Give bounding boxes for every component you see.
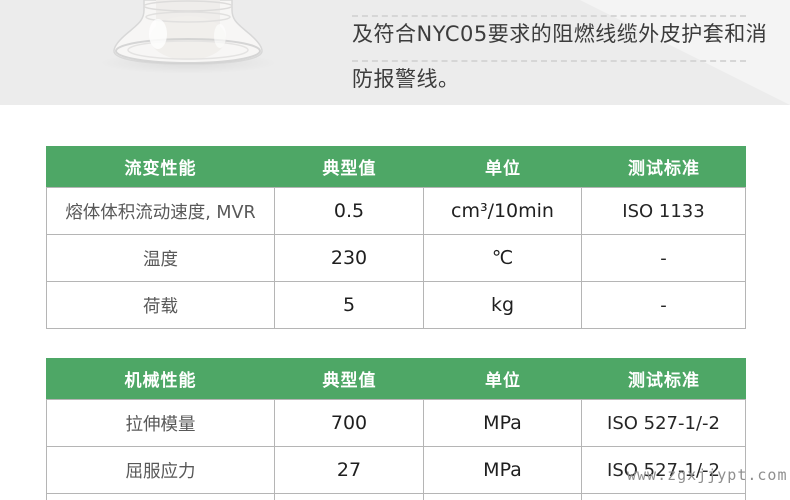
mechanical-table-header: 机械性能 典型值 单位 测试标准: [46, 358, 746, 399]
unit-cell: [424, 494, 582, 500]
column-header-typical-value: 典型值: [322, 371, 377, 391]
value-cell: 700: [275, 400, 424, 446]
standard-cell: ISO 527-1/-2: [607, 459, 720, 481]
unit-cell: kg: [424, 282, 582, 328]
dashed-divider: [352, 15, 746, 17]
mechanical-table-body: 拉伸模量 700 MPa ISO 527-1/-2 屈服应力 27 MPa IS…: [46, 399, 746, 500]
table-row: 荷载 5 kg -: [47, 281, 745, 328]
table-row: 温度 230 ℃ -: [47, 234, 745, 281]
column-header-standard: 测试标准: [628, 371, 700, 391]
standard-cell: -: [660, 294, 667, 316]
column-header-standard: 测试标准: [628, 159, 700, 179]
unit-cell: ℃: [424, 235, 582, 281]
table-row: 拉伸模量 700 MPa ISO 527-1/-2: [47, 400, 745, 446]
value-cell: 5: [275, 282, 424, 328]
standard-cell: -: [660, 247, 667, 269]
property-cell: 拉伸模量: [47, 400, 275, 446]
table-row: 屈服应力 27 MPa ISO 527-1/-2: [47, 446, 745, 493]
standard-cell: ISO 527-1/-2: [607, 412, 720, 434]
column-header-typical-value: 典型值: [322, 159, 377, 179]
property-cell: 荷载: [47, 282, 275, 328]
hero-text-line-clipped: 环境的施工场所，就要用。也可以用做PE2: [352, 0, 758, 12]
value-cell: 27: [275, 447, 424, 493]
unit-cell: cm³/10min: [424, 188, 582, 234]
site-watermark: www.zgxjjypt.com: [627, 466, 788, 484]
hero-text-line: 防报警线。: [352, 67, 460, 91]
unit-cell: MPa: [424, 400, 582, 446]
column-header-unit: 单位: [485, 371, 521, 391]
product-photo: [113, 0, 263, 65]
table-row-partial: [47, 493, 745, 500]
mechanical-table: 机械性能 典型值 单位 测试标准 拉伸模量 700 MPa ISO 527-1/…: [46, 358, 746, 500]
property-cell: [47, 494, 275, 500]
rheology-table-header: 流变性能 典型值 单位 测试标准: [46, 146, 746, 187]
table-row: 熔体体积流动速度, MVR 0.5 cm³/10min ISO 1133: [47, 188, 745, 234]
property-cell: 熔体体积流动速度, MVR: [47, 188, 275, 234]
hero-text-line: 及符合NYC05要求的阻燃线缆外皮护套和消: [352, 22, 768, 46]
standard-cell: [582, 494, 745, 500]
column-header-property: 流变性能: [124, 159, 197, 179]
unit-cell: MPa: [424, 447, 582, 493]
column-header-unit: 单位: [485, 159, 521, 179]
value-cell: [275, 494, 424, 500]
value-cell: 230: [275, 235, 424, 281]
rheology-table-body: 熔体体积流动速度, MVR 0.5 cm³/10min ISO 1133 温度 …: [46, 187, 746, 329]
hero-description: 环境的施工场所，就要用。也可以用做PE2 及符合NYC05要求的阻燃线缆外皮护套…: [352, 0, 767, 105]
hero-band: 环境的施工场所，就要用。也可以用做PE2 及符合NYC05要求的阻燃线缆外皮护套…: [0, 0, 790, 105]
rheology-table: 流变性能 典型值 单位 测试标准 熔体体积流动速度, MVR 0.5 cm³/1…: [46, 146, 746, 329]
dashed-divider: [352, 60, 746, 62]
value-cell: 0.5: [275, 188, 424, 234]
property-cell: 温度: [47, 235, 275, 281]
standard-cell: ISO 1133: [622, 200, 705, 222]
column-header-property: 机械性能: [124, 371, 197, 391]
property-cell: 屈服应力: [47, 447, 275, 493]
